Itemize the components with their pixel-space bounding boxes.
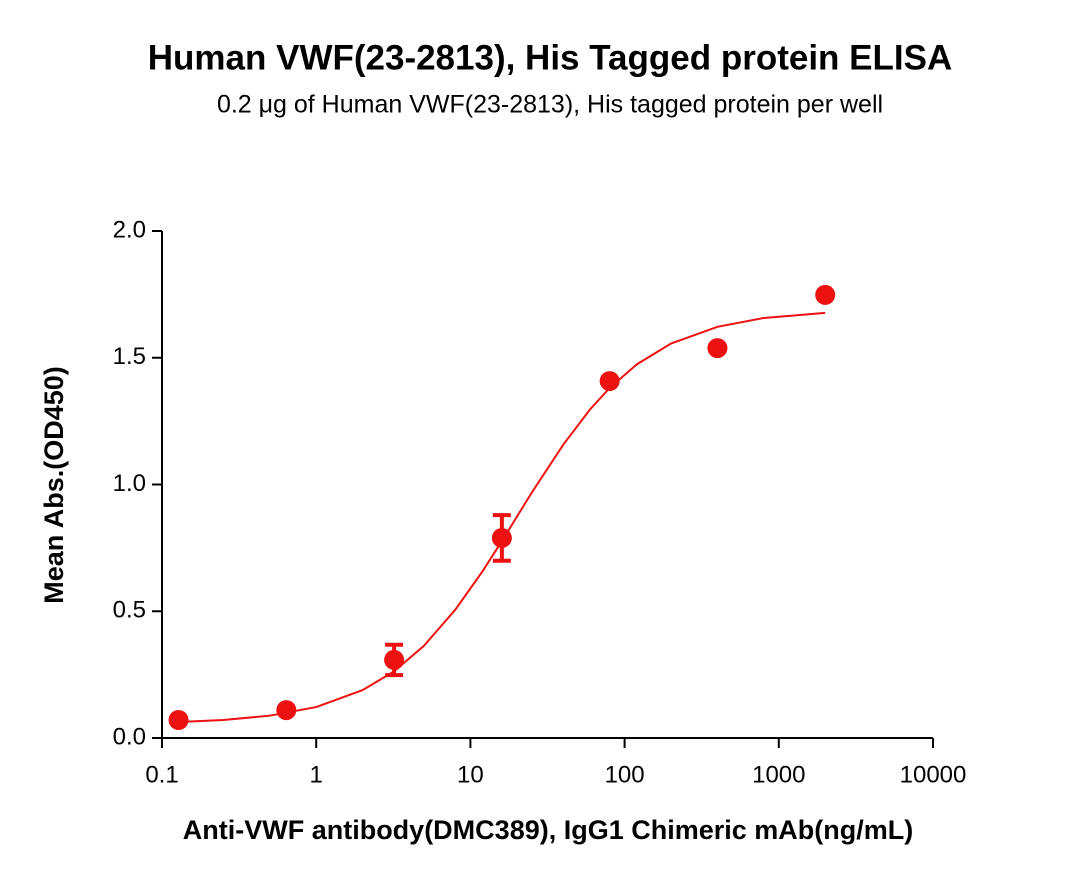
x-tick-label: 0.1 [145, 761, 178, 788]
y-tick-label: 2.0 [113, 216, 146, 243]
y-tick-label: 1.5 [113, 343, 146, 370]
data-point [491, 527, 512, 548]
x-tick-label: 1000 [752, 761, 805, 788]
data-point [384, 649, 405, 670]
x-tick-label: 100 [605, 761, 645, 788]
y-tick-label: 1.0 [113, 470, 146, 497]
data-point [276, 700, 297, 721]
y-axis-label: Mean Abs.(OD450) [39, 366, 69, 604]
x-tick-label: 1 [310, 761, 323, 788]
x-tick-label: 10 [457, 761, 484, 788]
data-point [815, 284, 836, 305]
chart-title: Human VWF(23-2813), His Tagged protein E… [148, 38, 952, 77]
x-axis-label: Anti-VWF antibody(DMC389), IgG1 Chimeric… [183, 815, 914, 845]
data-point [599, 371, 620, 392]
chart-subtitle: 0.2 μg of Human VWF(23-2813), His tagged… [217, 91, 883, 119]
y-tick-label: 0.0 [113, 723, 146, 750]
data-point [707, 338, 728, 359]
y-tick-label: 0.5 [113, 597, 146, 624]
data-point [168, 710, 189, 731]
x-tick-label: 10000 [900, 761, 967, 788]
